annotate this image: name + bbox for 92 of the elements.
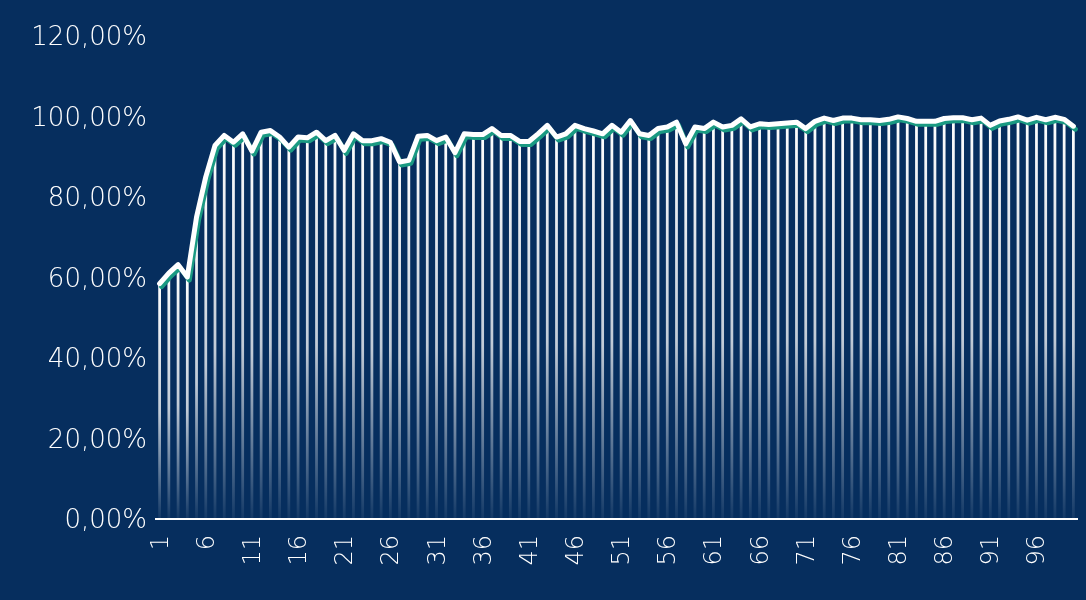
bar bbox=[712, 122, 715, 519]
x-tick-label: 41 bbox=[514, 535, 543, 566]
bar bbox=[795, 122, 798, 519]
x-tick-label: 31 bbox=[422, 535, 451, 566]
bar bbox=[185, 277, 189, 519]
bar bbox=[721, 126, 725, 519]
x-tick-label: 16 bbox=[284, 535, 313, 566]
bar bbox=[342, 150, 346, 519]
bar bbox=[425, 135, 429, 519]
bar bbox=[232, 142, 235, 519]
bar bbox=[1035, 117, 1038, 519]
bar bbox=[592, 130, 595, 519]
bar bbox=[527, 141, 531, 519]
bar bbox=[508, 135, 512, 519]
bar bbox=[804, 128, 808, 519]
x-tick-label: 21 bbox=[330, 535, 359, 566]
bar bbox=[444, 137, 448, 519]
bar bbox=[730, 125, 734, 519]
x-tick-label: 46 bbox=[560, 535, 589, 566]
bar bbox=[832, 120, 835, 519]
bar bbox=[158, 283, 161, 519]
bar bbox=[998, 120, 1001, 519]
bar bbox=[564, 133, 568, 519]
bar bbox=[665, 126, 669, 519]
bar bbox=[1072, 126, 1075, 519]
bar bbox=[167, 273, 171, 519]
bar bbox=[259, 132, 263, 519]
bar bbox=[785, 122, 789, 519]
x-tick-label: 6 bbox=[191, 535, 220, 551]
y-tick-label: 100,00% bbox=[31, 101, 147, 132]
bar bbox=[481, 134, 485, 519]
y-tick-label: 40,00% bbox=[47, 343, 147, 374]
bar bbox=[268, 130, 272, 519]
y-tick-label: 20,00% bbox=[47, 423, 147, 454]
bar bbox=[305, 137, 309, 519]
bar bbox=[878, 120, 881, 519]
bar bbox=[601, 133, 605, 519]
bar bbox=[988, 125, 992, 519]
bar bbox=[518, 141, 521, 519]
bar bbox=[324, 140, 328, 519]
bar bbox=[758, 123, 761, 519]
bar bbox=[748, 126, 752, 519]
x-tick-label: 56 bbox=[653, 535, 682, 566]
bar bbox=[702, 128, 706, 519]
bar bbox=[942, 118, 946, 519]
bar bbox=[868, 119, 872, 519]
bar bbox=[841, 118, 845, 519]
bar bbox=[924, 121, 928, 519]
x-tick-label: 51 bbox=[607, 535, 636, 566]
bar bbox=[887, 119, 891, 519]
bar bbox=[287, 147, 291, 519]
bar bbox=[1044, 119, 1048, 519]
bar bbox=[379, 138, 383, 519]
x-tick-label: 36 bbox=[468, 535, 497, 566]
x-tick-label: 81 bbox=[884, 535, 913, 566]
bar bbox=[952, 117, 955, 519]
bar bbox=[822, 118, 826, 519]
bar bbox=[961, 117, 965, 519]
bar bbox=[407, 160, 411, 519]
bar bbox=[915, 121, 918, 519]
bar bbox=[1007, 119, 1011, 519]
bar bbox=[435, 140, 438, 519]
x-tick-label: 1 bbox=[145, 535, 174, 551]
bar bbox=[638, 133, 641, 519]
x-tick-label: 71 bbox=[791, 535, 820, 566]
bar bbox=[398, 161, 401, 519]
x-tick-label: 26 bbox=[376, 535, 405, 566]
x-tick-label: 66 bbox=[745, 535, 774, 566]
bar bbox=[361, 140, 365, 519]
bar bbox=[767, 124, 771, 519]
bar bbox=[278, 137, 281, 519]
y-tick-label: 0,00% bbox=[64, 504, 147, 535]
bar bbox=[1025, 120, 1029, 519]
bar bbox=[970, 119, 974, 519]
bar bbox=[472, 134, 475, 519]
bar bbox=[555, 137, 558, 519]
bar bbox=[499, 135, 503, 519]
x-tick-label: 86 bbox=[930, 535, 959, 566]
x-tick-label: 11 bbox=[237, 535, 266, 566]
bar bbox=[647, 135, 651, 519]
bar bbox=[850, 118, 854, 519]
x-tick-label: 91 bbox=[976, 535, 1005, 566]
bar bbox=[582, 128, 586, 519]
bar bbox=[905, 118, 909, 519]
bar bbox=[684, 143, 688, 519]
x-tick-label: 61 bbox=[699, 535, 728, 566]
x-tick-label: 96 bbox=[1022, 535, 1051, 566]
y-tick-label: 80,00% bbox=[47, 182, 147, 213]
y-tick-label: 120,00% bbox=[31, 21, 147, 52]
x-tick-label: 76 bbox=[837, 535, 866, 566]
bar bbox=[1062, 119, 1066, 519]
y-tick-label: 60,00% bbox=[47, 262, 147, 293]
